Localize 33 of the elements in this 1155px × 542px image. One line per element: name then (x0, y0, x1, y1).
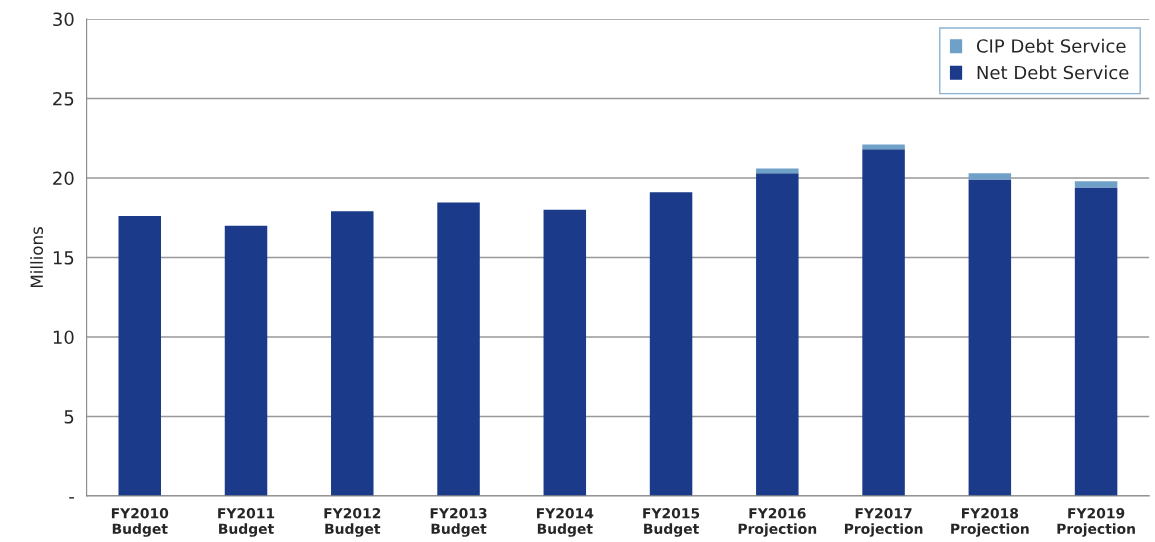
legend-label: CIP Debt Service (976, 38, 1126, 53)
x-tick-label: FY2015 Budget (643, 507, 700, 537)
y-tick-label: 10 (53, 330, 74, 345)
bar (1074, 181, 1118, 188)
x-tick-label: FY2018 Projection (951, 507, 1029, 537)
bar (331, 211, 374, 496)
x-tick-label: FY2016 Projection (738, 507, 817, 537)
bar (437, 202, 480, 496)
bar (968, 179, 1012, 496)
x-tick-label: FY2012 Budget (324, 507, 381, 537)
bar (1074, 187, 1118, 496)
legend-label: Net Debt Service (977, 65, 1129, 80)
y-tick-label: 15 (53, 251, 74, 265)
bar (756, 168, 799, 174)
x-tick-label: FY2017 Projection (844, 507, 923, 537)
x-tick-label: FY2013 Budget (430, 507, 487, 537)
x-tick-label: FY2019 Projection (1057, 507, 1135, 537)
y-tick-label: 20 (53, 171, 74, 186)
bar (543, 209, 587, 496)
y-tick-label: 30 (53, 12, 74, 27)
x-tick-label: FY2011 Budget (218, 507, 275, 537)
bar (756, 173, 799, 496)
x-tick-label: FY2010 Budget (111, 507, 169, 537)
bar (649, 192, 693, 496)
y-tick-label: - (69, 497, 74, 499)
bar (224, 225, 268, 496)
y-tick-label: 5 (64, 410, 74, 424)
y-tick-label: 25 (53, 91, 74, 106)
x-tick-label: FY2014 Budget (536, 507, 594, 537)
y-axis-title: Millions (30, 227, 44, 287)
bar (968, 173, 1012, 180)
bar (118, 216, 162, 496)
bar (862, 149, 905, 496)
